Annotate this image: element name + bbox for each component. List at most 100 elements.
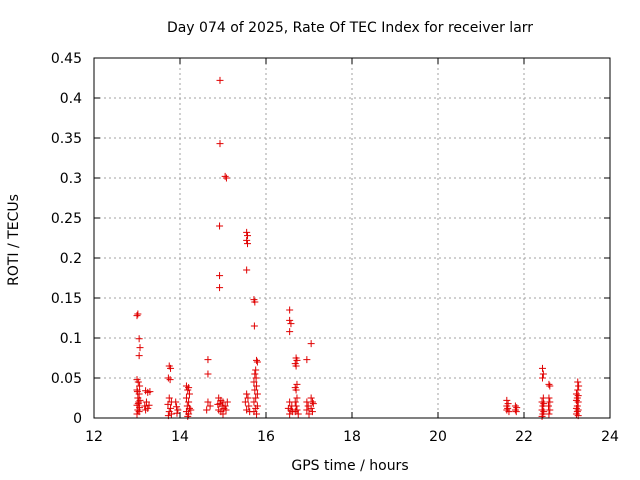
data-point-marker: [292, 362, 300, 370]
x-tick-label: 12: [85, 429, 103, 445]
data-point-marker: [546, 406, 554, 414]
data-point-marker: [216, 76, 224, 84]
data-point-marker: [222, 174, 230, 182]
data-point-marker: [251, 370, 259, 378]
data-point-marker: [135, 352, 143, 360]
data-point-marker: [219, 410, 227, 418]
x-axis-ticks: 12 14 16 18 20 22 24: [85, 58, 619, 445]
data-point-marker: [244, 240, 252, 248]
data-point-marker: [252, 404, 260, 412]
x-tick-label: 14: [171, 429, 189, 445]
data-point-marker: [187, 406, 195, 414]
data-point-marker: [184, 386, 192, 394]
data-point-marker: [167, 404, 175, 412]
y-tick-label: 0.3: [60, 171, 82, 187]
data-point-marker: [166, 376, 174, 384]
data-point-marker: [538, 406, 546, 414]
data-point-marker: [134, 310, 142, 318]
y-tick-label: 0: [73, 411, 82, 427]
data-point-marker: [292, 402, 300, 410]
data-point-marker: [574, 398, 582, 406]
data-point-marker: [308, 398, 316, 406]
data-point-marker: [251, 386, 259, 394]
x-tick-label: 24: [601, 429, 619, 445]
data-point-marker: [250, 398, 258, 406]
data-point-marker: [204, 370, 212, 378]
data-point-marker: [173, 403, 181, 411]
data-point-marker: [216, 284, 224, 292]
data-point-marker: [136, 396, 144, 404]
y-tick-label: 0.2: [60, 251, 82, 267]
data-point-marker: [505, 408, 513, 416]
data-point-marker: [572, 396, 580, 404]
data-point-marker: [307, 394, 315, 402]
data-point-marker: [133, 410, 141, 418]
data-point-marker: [287, 320, 295, 328]
data-point-marker: [214, 400, 222, 408]
data-point-marker: [243, 390, 251, 398]
data-point-marker: [185, 398, 193, 406]
data-point-marker: [307, 404, 315, 412]
data-point-marker: [133, 388, 141, 396]
data-point-marker: [539, 370, 547, 378]
data-point-marker: [243, 236, 251, 244]
data-point-marker: [538, 412, 546, 420]
data-point-marker: [164, 374, 172, 382]
x-tick-label: 22: [515, 429, 533, 445]
x-tick-label: 20: [429, 429, 447, 445]
data-point-marker: [252, 374, 260, 382]
y-tick-label: 0.05: [51, 371, 82, 387]
data-point-marker: [292, 386, 300, 394]
chart-title: Day 074 of 2025, Rate Of TEC Index for r…: [167, 20, 533, 36]
data-point-marker: [134, 378, 142, 386]
data-point-marker: [203, 406, 211, 414]
data-point-marker: [185, 390, 193, 398]
data-point-marker: [167, 410, 175, 418]
data-point-marker: [504, 404, 512, 412]
data-point-marker: [309, 400, 317, 408]
data-point-marker: [303, 406, 311, 414]
grid-lines: [94, 58, 610, 418]
data-point-marker: [293, 380, 301, 388]
data-point-marker: [307, 340, 315, 348]
y-tick-label: 0.4: [60, 91, 82, 107]
data-point-marker: [574, 378, 582, 386]
data-point-marker: [243, 228, 251, 236]
data-point-marker: [221, 172, 229, 180]
y-axis-label: ROTI / TECUs: [6, 194, 22, 286]
data-point-marker: [512, 408, 520, 416]
data-point-marker: [245, 402, 253, 410]
data-point-marker: [286, 316, 294, 324]
data-point-marker: [134, 400, 142, 408]
data-point-marker: [253, 356, 261, 364]
data-point-marker: [206, 402, 214, 410]
data-point-marker: [546, 382, 554, 390]
data-point-marker: [184, 412, 192, 420]
data-point-marker: [253, 358, 261, 366]
data-point-marker: [572, 390, 580, 398]
data-point-marker: [145, 401, 153, 409]
data-point-marker: [251, 298, 259, 306]
data-point-marker: [250, 322, 258, 330]
data-point-marker: [135, 335, 143, 343]
data-point-marker: [167, 364, 175, 372]
data-point-marker: [136, 382, 144, 390]
data-point-marker: [216, 222, 224, 230]
data-point-marker: [133, 312, 141, 320]
data-point-marker: [243, 266, 251, 274]
data-point-marker: [253, 410, 261, 418]
data-point-marker: [204, 356, 212, 364]
data-point-marker: [545, 402, 553, 410]
data-point-marker: [221, 402, 229, 410]
data-point-marker: [172, 398, 180, 406]
y-tick-label: 0.45: [51, 51, 82, 67]
data-point-marker: [538, 398, 546, 406]
y-tick-label: 0.1: [60, 331, 82, 347]
data-point-marker: [253, 382, 261, 390]
data-point-marker: [174, 406, 182, 414]
data-point-marker: [253, 390, 261, 398]
data-point-marker: [134, 406, 142, 414]
data-points: [133, 76, 583, 420]
y-tick-label: 0.15: [51, 291, 82, 307]
data-point-marker: [293, 394, 301, 402]
